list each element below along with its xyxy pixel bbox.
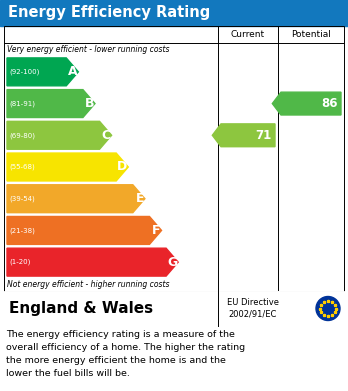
- Text: The energy efficiency rating is a measure of the
overall efficiency of a home. T: The energy efficiency rating is a measur…: [6, 330, 245, 378]
- Text: E: E: [135, 192, 144, 205]
- Text: D: D: [117, 160, 127, 174]
- Text: (81-91): (81-91): [9, 100, 35, 107]
- Text: Potential: Potential: [291, 30, 331, 39]
- Text: (21-38): (21-38): [9, 227, 35, 234]
- Text: EU Directive
2002/91/EC: EU Directive 2002/91/EC: [227, 298, 279, 319]
- Text: Current: Current: [231, 30, 265, 39]
- Polygon shape: [7, 121, 112, 149]
- Polygon shape: [7, 217, 161, 244]
- Text: B: B: [85, 97, 94, 110]
- Text: (39-54): (39-54): [9, 196, 35, 202]
- Text: G: G: [167, 256, 177, 269]
- Text: A: A: [68, 65, 77, 78]
- Polygon shape: [7, 185, 145, 213]
- Text: C: C: [102, 129, 111, 142]
- Polygon shape: [7, 58, 78, 86]
- Polygon shape: [7, 90, 95, 118]
- Bar: [4, 26, 344, 291]
- Text: 71: 71: [256, 129, 272, 142]
- Text: (55-68): (55-68): [9, 164, 35, 170]
- Text: Very energy efficient - lower running costs: Very energy efficient - lower running co…: [7, 45, 169, 54]
- Circle shape: [316, 296, 340, 321]
- Text: (69-80): (69-80): [9, 132, 35, 138]
- Polygon shape: [7, 248, 178, 276]
- Text: England & Wales: England & Wales: [9, 301, 153, 316]
- Polygon shape: [272, 92, 341, 115]
- Text: Energy Efficiency Rating: Energy Efficiency Rating: [8, 5, 210, 20]
- Text: (92-100): (92-100): [9, 68, 39, 75]
- Text: F: F: [152, 224, 160, 237]
- Text: Not energy efficient - higher running costs: Not energy efficient - higher running co…: [7, 280, 169, 289]
- Bar: [0, 0, 348, 26]
- Polygon shape: [7, 153, 128, 181]
- Polygon shape: [212, 124, 275, 147]
- Bar: [4, 291, 344, 326]
- Text: (1-20): (1-20): [9, 259, 30, 265]
- Text: 86: 86: [322, 97, 338, 110]
